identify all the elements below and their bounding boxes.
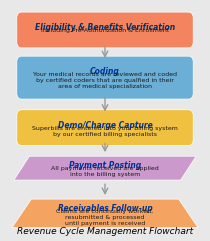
FancyBboxPatch shape [17,110,193,146]
FancyBboxPatch shape [17,12,193,48]
Text: Including Pre-Authorization & Enrollment: Including Pre-Authorization & Enrollment [41,28,169,33]
Text: Your medical records are reviewed and coded
by certified coders that are qualfie: Your medical records are reviewed and co… [33,72,177,89]
Text: Superbills are entered into your billing system
by our certified billing special: Superbills are entered into your billing… [32,126,178,137]
Text: Demo/Charge Capture: Demo/Charge Capture [58,121,152,130]
Text: Claims are continually worked,
resubmitted & processed
until payment is received: Claims are continually worked, resubmitt… [56,209,154,226]
Text: Payment Posting: Payment Posting [69,161,141,170]
FancyBboxPatch shape [17,56,193,99]
Polygon shape [12,199,198,228]
Text: All payments received are applied
into the billing system: All payments received are applied into t… [51,166,159,177]
Text: Receivables Follow-up: Receivables Follow-up [58,204,152,213]
Polygon shape [14,156,196,180]
Text: Revenue Cycle Management Flowchart: Revenue Cycle Management Flowchart [17,227,193,236]
Text: Coding: Coding [90,67,120,76]
Text: Eligibility & Benefits Verification: Eligibility & Benefits Verification [35,23,175,32]
